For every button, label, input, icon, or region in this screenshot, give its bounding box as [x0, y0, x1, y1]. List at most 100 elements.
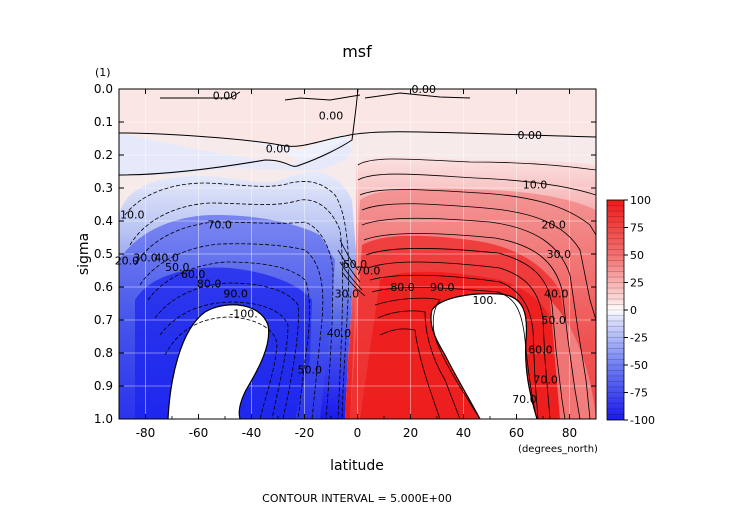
contour-label: 70.0	[356, 265, 381, 278]
y-tick-label: 0.5	[94, 247, 113, 261]
y-tick-label: 0.0	[94, 82, 113, 96]
contour-label: 60.0	[343, 258, 368, 271]
contour-label: 0.00	[319, 109, 344, 122]
y-tick-label: 0.6	[94, 280, 113, 294]
colorbar-tick-label: -100	[630, 414, 655, 427]
x-units-label: (degrees_north)	[518, 444, 598, 455]
x-tick-label: 40	[456, 426, 471, 440]
contour-label: 20.0	[115, 255, 140, 268]
y-tick-label: 1.0	[94, 412, 113, 426]
contour-label: 100.	[472, 294, 497, 307]
contour-label-text: 30.0	[133, 251, 158, 264]
x-tick-label: 0	[354, 426, 362, 440]
colorbar-tick-label: 75	[630, 222, 644, 235]
contour-label-text: 50.0	[298, 364, 323, 377]
contour-label-text: 60.0	[528, 344, 553, 357]
contour-label: 60.0	[528, 344, 553, 357]
contour-label-text: 30.0	[335, 288, 360, 301]
contour-label: 70.0	[533, 373, 558, 386]
y-axis-title: sigma	[76, 233, 92, 275]
y-tick-label: 0.8	[94, 346, 113, 360]
contour-labels: 0.000.000.000.000.0010.020.030.040.050.0…	[115, 83, 571, 406]
contour-label-text: 50.0	[165, 261, 190, 274]
contour-interval-note: CONTOUR INTERVAL = 5.000E+00	[262, 492, 452, 505]
contour-label-text: 0.00	[266, 142, 291, 155]
contour-label-text: 80.0	[197, 278, 222, 291]
contour-label-text: 70.0	[533, 373, 558, 386]
contour-label: 30.0	[133, 251, 158, 264]
contour-label-text: 10.0	[120, 208, 145, 221]
y-tick-label: 0.9	[94, 379, 113, 393]
contour-label: 0.00	[266, 142, 291, 155]
chart-title: msf	[342, 42, 372, 61]
contour-label: 30.0	[335, 288, 360, 301]
colorbar-tick-label: -75	[630, 387, 648, 400]
contour-label-text: 90.0	[430, 281, 455, 294]
x-tick-label: -80	[136, 426, 156, 440]
colorbar-tick-label: -25	[630, 332, 648, 345]
colorbar-tick-label: 0	[630, 304, 637, 317]
x-axis-title: latitude	[330, 458, 384, 474]
colorbar-tick-label: 25	[630, 277, 644, 290]
contour-lines	[119, 89, 596, 419]
contour-label: 40.0	[327, 327, 352, 340]
colorbar-tick-label: 100	[630, 194, 651, 207]
grid	[119, 89, 596, 419]
contour-label: 40.0	[544, 288, 569, 301]
contour-label-text: 40.0	[544, 288, 569, 301]
contour-label-text: 100.	[472, 294, 497, 307]
y-tick-label: 0.2	[94, 148, 113, 162]
contour-label: 80.0	[390, 281, 415, 294]
contour-label: -100.	[229, 307, 257, 320]
y-tick-label: 0.7	[94, 313, 113, 327]
contour-label: 0.00	[213, 90, 238, 103]
contour-label-text: 0.00	[319, 109, 344, 122]
contour-label-text: 30.0	[547, 248, 572, 261]
contour-label: 40.0	[154, 251, 179, 264]
contour-label: 20.0	[541, 218, 566, 231]
x-tick-label: 20	[403, 426, 418, 440]
y-tick-label: 0.3	[94, 181, 113, 195]
y-tick-label: 0.1	[94, 115, 113, 129]
x-tick-label: 80	[562, 426, 577, 440]
x-tick-label: 60	[509, 426, 524, 440]
contour-label-text: 60.0	[343, 258, 368, 271]
contour-label-text: 60.0	[181, 268, 206, 281]
contour-label-text: 40.0	[327, 327, 352, 340]
contour-label-text: 10.0	[523, 179, 548, 192]
x-tick-label: -60	[189, 426, 209, 440]
contour-label: 60.0	[181, 268, 206, 281]
contour-label-text: 40.0	[154, 251, 179, 264]
colorbar-tick-label: 50	[630, 249, 644, 262]
colorbar-ticks: 100 75 50 25 0 -25 -50 -75 -100	[607, 194, 655, 427]
contour-label: 0.00	[518, 129, 543, 142]
contour-label-text: 80.0	[390, 281, 415, 294]
contour-label: 70.0	[512, 393, 537, 406]
contour-label: 70.0	[207, 218, 232, 231]
colorbar-tick-label: -50	[630, 359, 648, 372]
y-axis: 0.0 0.1 0.2 0.3 0.4 0.5 0.6 0.7 0.8 0.9 1.0	[94, 82, 596, 426]
contour-label-text: 70.0	[207, 218, 232, 231]
x-tick-label: -20	[295, 426, 315, 440]
y-units-label: (1)	[95, 66, 111, 79]
contour-label: 50.0	[165, 261, 190, 274]
contour-label: 80.0	[197, 278, 222, 291]
contour-label-text: 0.00	[518, 129, 543, 142]
contour-label-text: 70.0	[512, 393, 537, 406]
contour-label-text: 20.0	[541, 218, 566, 231]
contour-label: 30.0	[547, 248, 572, 261]
x-axis: -80 -60 -40 -20 0 20 40 60 80	[118, 89, 597, 440]
contour-label-text: 70.0	[356, 265, 381, 278]
contour-label: 90.0	[223, 288, 248, 301]
masked-region-north	[430, 293, 537, 419]
masked-region-south	[168, 304, 269, 419]
contour-label: 90.0	[430, 281, 455, 294]
x-tick-label: -40	[242, 426, 262, 440]
contour-label-text: 20.0	[115, 255, 140, 268]
contour-label: 50.0	[298, 364, 323, 377]
contour-label-text: -100.	[229, 307, 257, 320]
contour-label-text: 0.00	[213, 90, 238, 103]
contour-label-text: 90.0	[223, 288, 248, 301]
y-tick-label: 0.4	[94, 214, 113, 228]
